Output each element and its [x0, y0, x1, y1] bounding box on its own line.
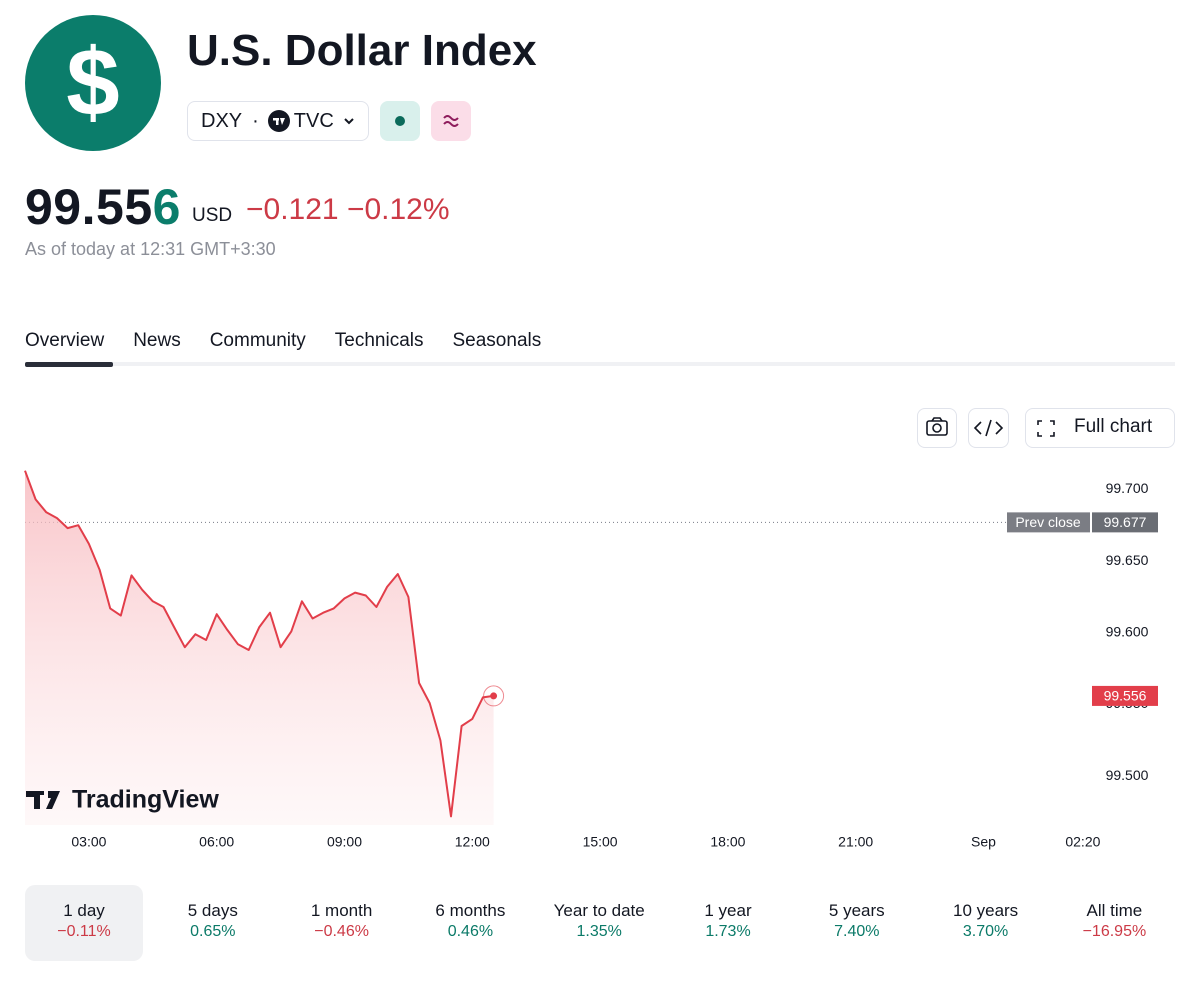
periods: 1 day −0.11% 5 days 0.65% 1 month −0.46% 6 mon… — [20, 885, 1180, 961]
period-label: 5 years — [828, 901, 885, 920]
x-tick-label: Sep — [971, 834, 996, 850]
prev-close-label: Prev close — [1015, 514, 1081, 530]
x-tick-label: 21:00 — [838, 834, 873, 850]
change: −0.121 −0.12% — [246, 193, 450, 227]
period-change: 1.73% — [705, 923, 751, 940]
tab[interactable]: Community — [209, 330, 306, 351]
x-tick-label: 18:00 — [710, 834, 745, 850]
period-change: −0.46% — [314, 923, 369, 940]
period-change: 0.65% — [190, 923, 236, 940]
as-of: As of today at 12:31 GMT+3:30 — [25, 239, 276, 259]
code-icon — [973, 419, 1004, 437]
period-label: 10 years — [952, 901, 1019, 920]
price: 99.556 — [25, 178, 181, 236]
price-last-digit: 6 — [152, 179, 181, 235]
last-price-tag — [1092, 685, 1158, 706]
tab[interactable]: News — [133, 330, 181, 351]
y-tick-label: 99.500 — [1106, 767, 1149, 783]
period[interactable]: 1 day −0.11% — [25, 885, 143, 961]
y-tick-label: 99.600 — [1106, 624, 1149, 640]
prev-close-value: 99.677 — [1104, 514, 1147, 530]
logo: $ — [25, 15, 161, 151]
full-chart-label: Full chart — [1074, 416, 1153, 437]
prev-close-value-tag — [1092, 512, 1158, 533]
symbol: DXY — [201, 109, 243, 132]
tab[interactable]: Seasonals — [452, 330, 542, 351]
period-change: 1.35% — [576, 923, 622, 940]
period[interactable]: 5 days 0.65% — [154, 885, 272, 961]
area-fill — [25, 470, 494, 825]
y-tick-label: 99.650 — [1106, 552, 1149, 568]
price-main: 99.55 — [25, 179, 153, 235]
x-tick-label: 09:00 — [327, 834, 362, 850]
period[interactable]: Year to date 1.35% — [540, 885, 658, 961]
period-change: −0.11% — [57, 923, 111, 940]
price-line — [24, 470, 494, 818]
period-label: 5 days — [187, 901, 238, 920]
tabs: Overview News Community Technicals Seasonals — [25, 330, 570, 352]
x-tick-label: 15:00 — [583, 834, 618, 850]
watermark-text: TradingView — [72, 786, 219, 814]
title: U.S. Dollar Index — [187, 26, 537, 75]
status-dot — [395, 116, 405, 126]
snapshot-button[interactable] — [917, 408, 957, 448]
separator: · — [252, 109, 259, 132]
period-change: 3.70% — [962, 923, 1009, 940]
camera-icon — [926, 417, 948, 436]
last-price-label: 99.556 — [1104, 688, 1147, 704]
period-change: 0.46% — [447, 923, 494, 940]
period-label: 1 year — [704, 901, 752, 920]
period-label: 1 day — [63, 901, 105, 920]
y-tick-label: 99.700 — [1106, 480, 1149, 496]
tab[interactable]: Technicals — [334, 330, 424, 351]
period-change: −16.95% — [1082, 923, 1147, 940]
tab-indicator — [25, 362, 113, 367]
watermark-logo — [26, 791, 60, 809]
tab-rule — [25, 362, 1175, 366]
period-label: All time — [1086, 901, 1143, 920]
period-change: 7.40% — [834, 923, 880, 940]
change-abs: −0.121 — [246, 193, 339, 226]
tab[interactable]: Overview — [25, 330, 105, 351]
period[interactable]: 1 month −0.46% — [283, 885, 401, 961]
embed-button[interactable] — [968, 408, 1009, 448]
prev-close-tag — [1007, 512, 1090, 533]
period[interactable]: 10 years 3.70% — [927, 885, 1045, 961]
market-status[interactable] — [380, 101, 420, 141]
chart: 99.50099.55099.60099.65099.70003:0006:00… — [24, 470, 1158, 850]
x-tick-label: 06:00 — [199, 834, 234, 850]
change-pct: −0.12% — [346, 193, 450, 226]
period[interactable]: All time −16.95% — [1055, 885, 1173, 961]
period-label: 1 month — [310, 901, 373, 920]
watermark: TradingView — [26, 786, 219, 814]
last-point-ring — [483, 685, 505, 707]
currency: USD — [192, 205, 233, 226]
approx-icon — [443, 115, 459, 127]
chevron — [344, 118, 354, 125]
x-tick-label: 12:00 — [455, 834, 490, 850]
exchange: TVC — [293, 109, 334, 132]
period-label: Year to date — [553, 901, 645, 920]
full-chart-button[interactable] — [1025, 408, 1175, 448]
x-tick-label: 02:20 — [1065, 834, 1100, 850]
fullscreen-icon — [1037, 420, 1055, 437]
period-label: 6 months — [435, 901, 506, 920]
x-tick-label: 03:00 — [71, 834, 106, 850]
symbol-badge[interactable]: DXY · TVC — [187, 101, 369, 141]
delayed-data[interactable] — [431, 101, 471, 141]
period[interactable]: 1 year 1.73% — [669, 885, 787, 961]
exchange-logo — [267, 110, 290, 132]
last-point — [490, 692, 498, 700]
period[interactable]: 5 years 7.40% — [798, 885, 916, 961]
period[interactable]: 6 months 0.46% — [411, 885, 529, 961]
